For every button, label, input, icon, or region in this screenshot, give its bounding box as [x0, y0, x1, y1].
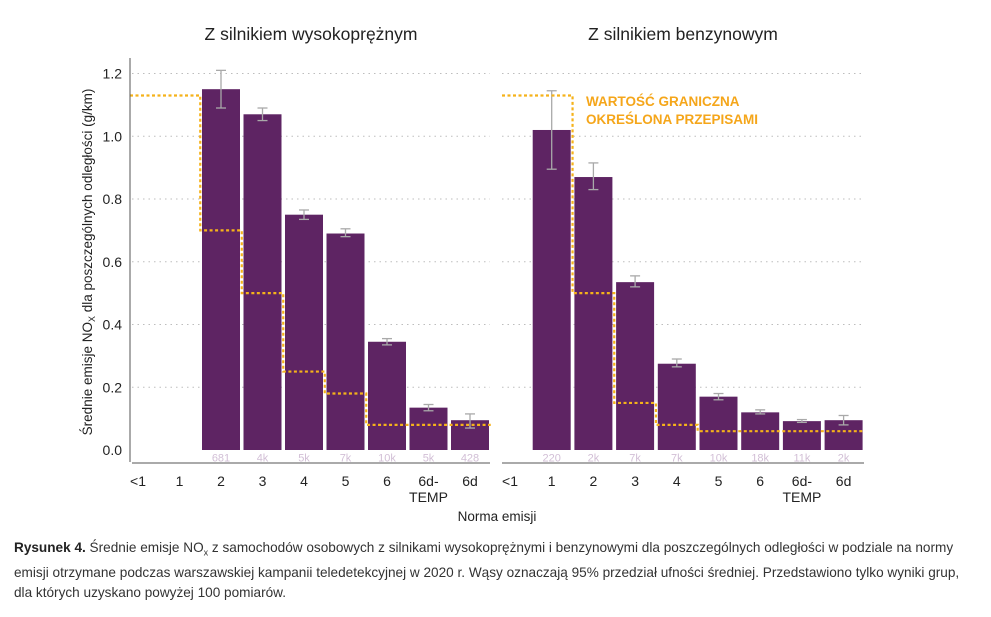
- bar: [574, 177, 613, 450]
- x-tick-label: 3: [631, 473, 639, 489]
- bar: [699, 396, 738, 450]
- caption-sub: x: [203, 547, 209, 558]
- y-tick-label: 1.0: [103, 128, 123, 144]
- y-axis-label-tail: dla poszczególnych odległości (g/km): [80, 89, 95, 316]
- count-label: 4k: [257, 453, 269, 465]
- count-label: 681: [212, 453, 230, 465]
- y-axis-ticks: 0.0 0.2 0.4 0.6 0.8 1.0 1.2: [103, 58, 131, 462]
- x-tick-label-line: 4: [673, 473, 681, 489]
- y-axis-label-main: Średnie emisje NO: [80, 322, 95, 435]
- bar: [616, 282, 655, 450]
- bar: [326, 233, 365, 450]
- x-tick-label-line: 6d: [836, 473, 852, 489]
- y-tick-label: 0.0: [103, 442, 123, 458]
- x-tick-label-line: 6d: [462, 473, 478, 489]
- x-tick-label: 6d-TEMP: [409, 473, 448, 505]
- x-tick-label-line: <1: [502, 473, 518, 489]
- y-tick-label: 0.2: [103, 379, 123, 395]
- count-label: 10k: [378, 453, 396, 465]
- x-tick-label-line: TEMP: [782, 489, 821, 505]
- x-tick-label: 6d: [836, 473, 852, 489]
- x-tick-label-line: 4: [300, 473, 308, 489]
- x-axis-label: Norma emisji: [458, 509, 537, 524]
- x-tick-label: 6d-TEMP: [782, 473, 821, 505]
- y-tick-label: 0.4: [103, 317, 123, 333]
- bar: [368, 341, 406, 450]
- y-axis-label: Średnie emisje NOX dla poszczególnych od…: [80, 89, 97, 436]
- count-label: 7k: [629, 453, 641, 465]
- bar: [409, 407, 448, 450]
- emissions-chart: Średnie emisje NOX dla poszczególnych od…: [80, 24, 865, 524]
- x-tick-label: <1: [130, 473, 146, 489]
- panel-title-diesel: Z silnikiem wysokoprężnym: [205, 24, 418, 44]
- caption-text-b: z samochodów osobowych z silnikami wysok…: [14, 540, 960, 600]
- x-tick-label: 5: [342, 473, 350, 489]
- x-tick-label: 1: [176, 473, 184, 489]
- bar: [657, 363, 696, 450]
- y-tick-label: 0.8: [103, 191, 123, 207]
- x-tick-label: 4: [300, 473, 308, 489]
- petrol-panel: 220 2k 7k 7k 10k 18k 11k 2k <1 1 2 3 4 5 6 6d-TEMP 6d: [502, 73, 865, 505]
- x-tick-label-line: 6: [756, 473, 764, 489]
- limit-annotation-line-1: WARTOŚĆ GRANICZNA: [586, 94, 740, 109]
- y-tick-label: 1.2: [103, 66, 123, 82]
- bar: [285, 214, 323, 450]
- x-tick-label: 4: [673, 473, 681, 489]
- x-tick-label: 5: [715, 473, 723, 489]
- bar: [532, 129, 571, 450]
- y-tick-label: 0.6: [103, 254, 123, 270]
- x-tick-label: 2: [590, 473, 598, 489]
- panel-title-petrol: Z silnikiem benzynowym: [588, 24, 778, 44]
- x-tick-label-line: 2: [217, 473, 225, 489]
- x-tick-label: 6: [383, 473, 391, 489]
- caption-label: Rysunek 4.: [14, 540, 86, 555]
- diesel-panel: 681 4k 5k 7k 10k 5k 428 <1 1 2 3 4 5 6 6d-TEMP 6d: [130, 69, 491, 505]
- count-label: 10k: [710, 453, 728, 465]
- count-label: 7k: [671, 453, 683, 465]
- x-tick-label-line: 5: [342, 473, 350, 489]
- x-tick-label-line: 6d-: [418, 473, 439, 489]
- bar: [782, 421, 821, 450]
- bar: [243, 114, 282, 450]
- caption-text-a: Średnie emisje NO: [85, 540, 204, 555]
- x-tick-label-line: 1: [176, 473, 184, 489]
- x-tick-label: 6: [756, 473, 764, 489]
- x-tick-label-line: 1: [548, 473, 556, 489]
- x-tick-label-line: <1: [130, 473, 146, 489]
- count-label: 428: [461, 453, 479, 465]
- x-tick-label: <1: [502, 473, 518, 489]
- y-axis-label-sub: X: [87, 316, 97, 322]
- x-tick-label-line: TEMP: [409, 489, 448, 505]
- count-label: 5k: [298, 453, 310, 465]
- limit-line: [130, 94, 491, 426]
- x-tick-label-line: 5: [715, 473, 723, 489]
- count-label: 2k: [588, 453, 600, 465]
- x-tick-label: 6d: [462, 473, 478, 489]
- x-tick-label-line: 3: [259, 473, 267, 489]
- count-label: 18k: [751, 453, 769, 465]
- count-label: 5k: [423, 453, 435, 465]
- count-label: 11k: [793, 453, 810, 465]
- x-tick-label-line: 2: [590, 473, 598, 489]
- bar: [202, 89, 240, 450]
- x-tick-label-line: 3: [631, 473, 639, 489]
- x-tick-label-line: 6: [383, 473, 391, 489]
- count-label: 7k: [340, 453, 352, 465]
- x-tick-label-line: 6d-: [792, 473, 813, 489]
- x-tick-label: 3: [259, 473, 267, 489]
- limit-line: [502, 94, 865, 433]
- count-label: 2k: [838, 453, 850, 465]
- figure-caption: Rysunek 4. Średnie emisje NOx z samochod…: [14, 538, 979, 603]
- x-tick-label: 2: [217, 473, 225, 489]
- x-tick-label: 1: [548, 473, 556, 489]
- count-label: 220: [543, 453, 561, 465]
- limit-annotation-line-2: OKREŚLONA PRZEPISAMI: [586, 112, 758, 127]
